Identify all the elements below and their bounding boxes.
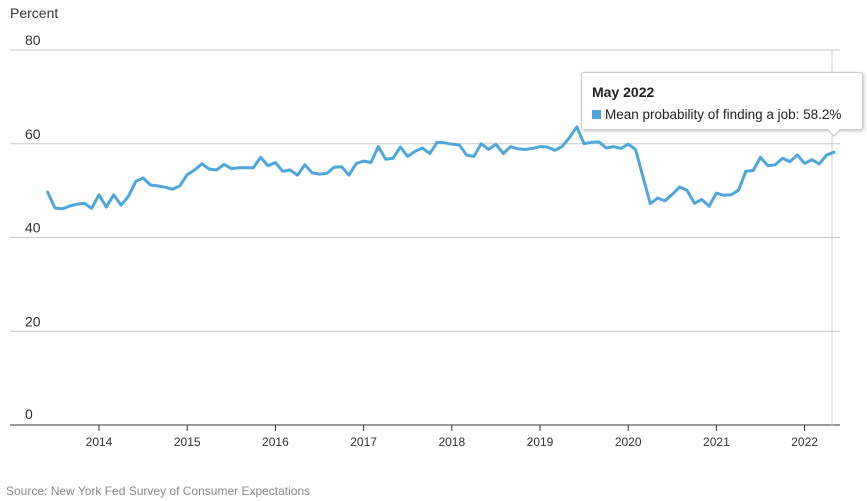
x-tick-label: 2014 <box>86 435 113 449</box>
x-tick-label: 2018 <box>438 435 465 449</box>
y-tick-label: 20 <box>25 313 41 329</box>
gridlines <box>10 49 840 332</box>
tooltip-row: Mean probability of finding a job: 58.2% <box>592 107 841 122</box>
series-line-job-probability[interactable] <box>46 125 836 211</box>
x-tick-label: 2017 <box>350 435 377 449</box>
x-tick-label: 2015 <box>174 435 201 449</box>
y-tick-label: 60 <box>25 126 41 142</box>
x-axis-ticks: 2014 2015 2016 2017 2018 2019 2020 2021 2022 <box>86 425 818 449</box>
x-tick-label: 2019 <box>527 435 554 449</box>
tooltip-arrow-inner <box>827 128 841 135</box>
source-note: Source: New York Fed Survey of Consumer … <box>6 484 311 498</box>
x-tick-label: 2022 <box>791 435 818 449</box>
tooltip: May 2022 Mean probability of finding a j… <box>581 72 863 137</box>
y-tick-label: 40 <box>25 220 41 236</box>
x-tick-label: 2021 <box>703 435 730 449</box>
x-tick-label: 2016 <box>262 435 289 449</box>
y-tick-label: 80 <box>25 32 41 48</box>
y-axis-label: Percent <box>10 5 58 21</box>
x-tick-label: 2020 <box>615 435 642 449</box>
y-tick-label: 0 <box>25 406 33 422</box>
series-color-swatch <box>592 110 601 119</box>
tooltip-text: Mean probability of finding a job: 58.2% <box>605 107 842 122</box>
tooltip-title: May 2022 <box>592 84 655 100</box>
y-axis-ticks: 0 20 40 60 80 <box>25 32 41 422</box>
